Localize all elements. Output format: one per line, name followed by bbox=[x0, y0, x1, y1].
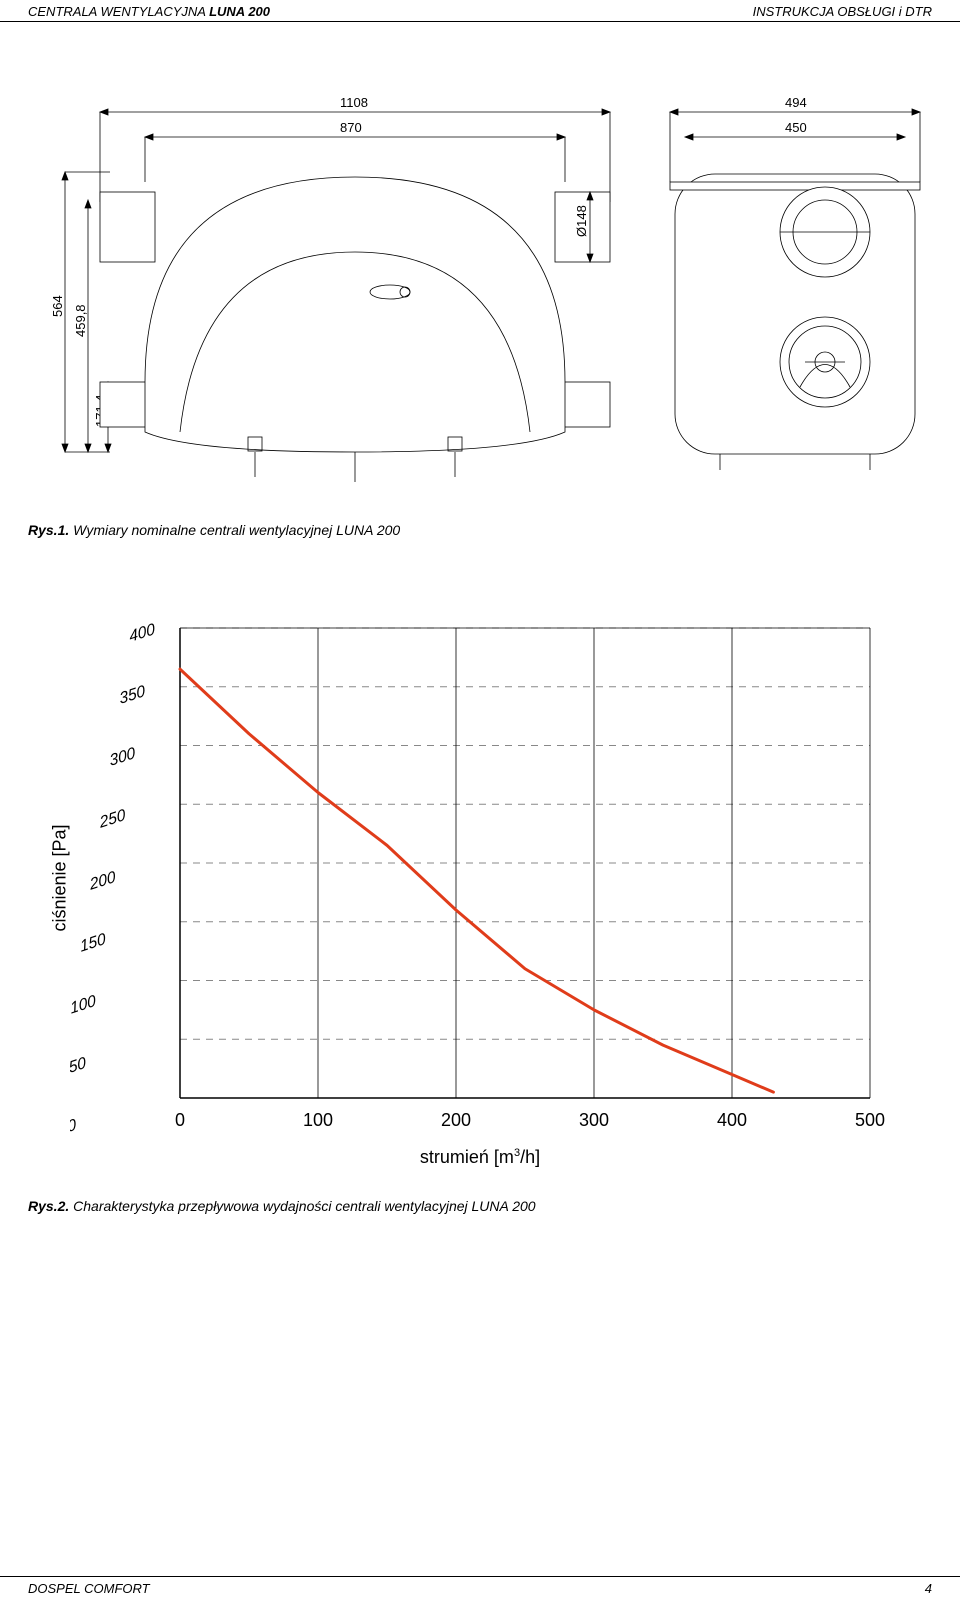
fig2-num: Rys.2. bbox=[28, 1198, 69, 1214]
chart-ytick: 0 bbox=[70, 1115, 77, 1136]
dim-front-diameter: Ø148 bbox=[574, 205, 589, 237]
chart-ylabel: ciśnienie [Pa] bbox=[50, 824, 71, 931]
chart-xtick: 400 bbox=[717, 1110, 747, 1130]
dim-front-left-mid: 459,8 bbox=[73, 304, 88, 337]
pressure-flow-chart: ciśnienie [Pa] 0501001502002503003504000… bbox=[70, 618, 890, 1138]
chart-ytick: 250 bbox=[98, 806, 127, 833]
figure2-caption: Rys.2. Charakterystyka przepływowa wydaj… bbox=[28, 1198, 960, 1214]
chart-ytick: 300 bbox=[108, 744, 136, 770]
footer-left: DOSPEL COMFORT bbox=[28, 1581, 150, 1596]
fig2-text: Charakterystyka przepływowa wydajności c… bbox=[69, 1198, 535, 1214]
chart-ytick: 150 bbox=[79, 930, 107, 956]
xlabel-post: /h] bbox=[520, 1147, 540, 1167]
header-right: INSTRUKCJA OBSŁUGI i DTR bbox=[753, 4, 932, 19]
chart-xtick: 0 bbox=[175, 1110, 185, 1130]
page-header: CENTRALA WENTYLACYJNA LUNA 200 INSTRUKCJ… bbox=[0, 0, 960, 22]
chart-ytick: 350 bbox=[118, 682, 146, 708]
xlabel-pre: strumień [m bbox=[420, 1147, 514, 1167]
fig1-num: Rys.1. bbox=[28, 522, 69, 538]
chart-xtick: 500 bbox=[855, 1110, 885, 1130]
chart-xtick: 300 bbox=[579, 1110, 609, 1130]
chart-xlabel: strumień [m3/h] bbox=[420, 1147, 540, 1168]
header-left-prefix: CENTRALA WENTYLACYJNA bbox=[28, 4, 209, 19]
fig1-text: Wymiary nominalne centrali wentylacyjnej… bbox=[69, 522, 400, 538]
dim-side-top-outer: 494 bbox=[785, 95, 807, 110]
figure1-caption: Rys.1. Wymiary nominalne centrali wentyl… bbox=[28, 522, 960, 538]
page-footer: DOSPEL COMFORT 4 bbox=[0, 1576, 960, 1596]
header-left-bold: LUNA 200 bbox=[209, 4, 270, 19]
drawing-svg: 1108 870 564 bbox=[20, 82, 940, 502]
chart-svg: 0 50 100 150 200 250 300 350 400 0 100 200 300 400 500 bbox=[70, 618, 890, 1138]
chart-ytick: 50 bbox=[70, 1053, 87, 1076]
chart-ytick: 100 bbox=[70, 992, 97, 1018]
chart-ytick: 400 bbox=[128, 620, 156, 646]
dim-front-top-inner: 870 bbox=[340, 120, 362, 135]
chart-xtick: 100 bbox=[303, 1110, 333, 1130]
dim-front-left-outer: 564 bbox=[50, 295, 65, 317]
footer-page-number: 4 bbox=[925, 1581, 932, 1596]
dim-side-top-inner: 450 bbox=[785, 120, 807, 135]
technical-drawing: 1108 870 564 bbox=[20, 82, 940, 502]
chart-xtick: 200 bbox=[441, 1110, 471, 1130]
chart-ytick: 200 bbox=[88, 868, 117, 895]
dim-front-top-outer: 1108 bbox=[340, 95, 368, 110]
header-left: CENTRALA WENTYLACYJNA LUNA 200 bbox=[28, 4, 270, 19]
